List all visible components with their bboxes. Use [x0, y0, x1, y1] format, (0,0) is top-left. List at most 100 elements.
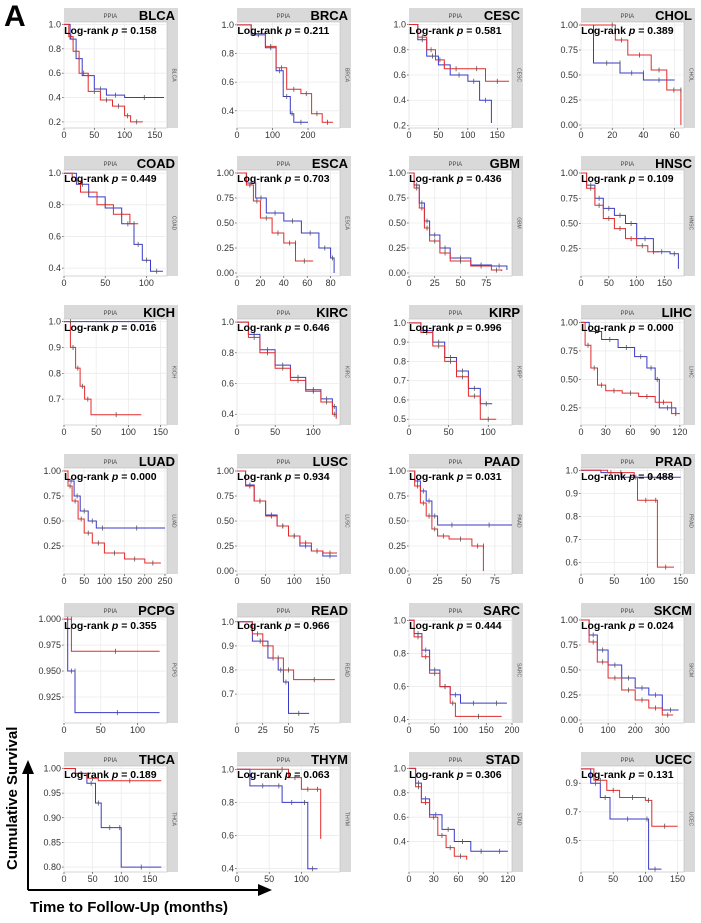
x-tick-label: 50: [433, 130, 443, 140]
facet-strip-top: [237, 156, 351, 170]
x-tick-label: 100: [114, 874, 129, 884]
y-tick-label: 0.25: [388, 541, 406, 551]
facet-strip-right: [340, 22, 351, 128]
cancer-title: UCEC: [655, 752, 692, 767]
y-tick-label: 0.6: [393, 70, 406, 80]
plot-area: [63, 765, 168, 873]
km-curve-low: [237, 621, 310, 714]
gene-label: PPIA: [621, 311, 635, 317]
x-tick-label: 0: [61, 725, 66, 735]
gene-label: PPIA: [449, 609, 463, 615]
x-tick-label: 100: [629, 278, 644, 288]
cancer-title: CESC: [484, 8, 521, 23]
km-curve-high: [237, 768, 322, 839]
x-tick-label: 200: [504, 725, 519, 735]
x-tick-label: 100: [601, 725, 616, 735]
y-axis-title: Cumulative Survival: [4, 726, 21, 870]
gene-label: PPIA: [449, 311, 463, 317]
facet-strip-right: [684, 468, 695, 574]
km-curve-high: [237, 321, 337, 419]
logrank-annotation: Log-rank p = 0.211: [237, 25, 329, 37]
km-curve-low: [581, 768, 662, 870]
km-curve-high: [409, 470, 484, 571]
x-tick-label: 0: [578, 130, 583, 140]
x-tick-label: 40: [638, 130, 648, 140]
facet-side-label: SKCM: [688, 663, 694, 677]
gene-label: PPIA: [449, 758, 463, 764]
facet-strip-right: [340, 617, 351, 723]
x-tick-label: 60: [670, 130, 680, 140]
y-tick-label: 0.8: [221, 49, 234, 59]
x-tick-label: 100: [265, 130, 280, 140]
x-tick-label: 150: [153, 427, 168, 437]
x-tick-label: 150: [142, 874, 157, 884]
facet-side-label: SARC: [516, 663, 522, 677]
y-tick-label: 1.00: [560, 20, 578, 30]
plot-area: [408, 318, 513, 426]
x-axis-arrowhead: [258, 884, 272, 896]
y-tick-label: 1.0: [221, 617, 234, 627]
cancer-title: THCA: [139, 752, 176, 767]
x-axis-title: Time to Follow-Up (months): [30, 899, 229, 916]
facet-strip-right: [340, 319, 351, 425]
y-tick-label: 0.25: [560, 244, 578, 254]
facet-strip-right: [167, 22, 178, 128]
x-tick-label: 0: [578, 427, 583, 437]
x-tick-label: 0: [234, 130, 239, 140]
x-tick-label: 0: [578, 874, 583, 884]
y-tick-label: 0.75: [560, 193, 578, 203]
facet-strip-right: [512, 319, 523, 425]
x-tick-label: 50: [609, 576, 619, 586]
y-tick-label: 0.6: [393, 395, 406, 405]
facet-side-label: READ: [344, 663, 350, 677]
facet-side-label: THYM: [344, 812, 350, 826]
x-tick-label: 0: [406, 130, 411, 140]
facet-side-label: PCPG: [171, 663, 177, 677]
logrank-annotation: Log-rank p = 0.306: [409, 769, 502, 781]
x-tick-label: 200: [628, 725, 643, 735]
facet-strip-top: [237, 8, 351, 22]
x-tick-label: 100: [117, 130, 132, 140]
x-tick-label: 0: [234, 725, 239, 735]
km-panel-read: PPIA READ READ 0.7 0.8 0.9 1.0 0 25 50 75 Log-rank …: [221, 603, 351, 735]
logrank-annotation: Log-rank p = 0.966: [237, 620, 330, 632]
km-panel-chol: PPIA CHOL CHOL 0.00 0.25 0.50 0.75 1.00 0 20 40 60 L…: [560, 8, 695, 140]
x-tick-label: 25: [433, 576, 443, 586]
km-panel-prad: PPIA PRAD PRAD 0.6 0.7 0.8 0.9 1.0 0 50 100 150 Log-…: [565, 454, 695, 586]
facet-strip-right: [684, 170, 695, 276]
gene-label: PPIA: [104, 311, 118, 317]
facet-strip-right: [167, 617, 178, 723]
x-tick-label: 0: [578, 576, 583, 586]
x-tick-label: 100: [139, 278, 154, 288]
gene-label: PPIA: [277, 311, 291, 317]
cancer-title: BLCA: [139, 8, 176, 23]
y-tick-label: 0.8: [221, 348, 234, 358]
x-tick-label: 0: [234, 427, 239, 437]
x-tick-label: 50: [96, 725, 106, 735]
facet-strip-top: [581, 603, 695, 617]
y-tick-label: 0.4: [221, 409, 234, 419]
x-tick-label: 100: [121, 427, 136, 437]
y-tick-label: 0.4: [393, 95, 406, 105]
km-panel-coad: PPIA COAD COAD 0.4 0.6 0.8 1.0 0 50 100 Log-rank p…: [48, 156, 178, 288]
x-tick-label: 0: [406, 874, 411, 884]
x-tick-label: 20: [255, 278, 265, 288]
facet-strip-top: [409, 454, 523, 468]
facet-strip-right: [167, 468, 178, 574]
km-curve-high: [581, 469, 674, 568]
y-tick-label: 0.8: [393, 648, 406, 658]
y-tick-label: 0.50: [560, 70, 578, 80]
x-tick-label: 150: [673, 576, 688, 586]
x-tick-label: 50: [455, 278, 465, 288]
x-tick-label: 0: [234, 278, 239, 288]
gene-label: PPIA: [621, 758, 635, 764]
x-tick-label: 150: [315, 576, 330, 586]
x-tick-label: 25: [430, 278, 440, 288]
y-tick-label: 0.4: [48, 263, 61, 273]
y-tick-label: 0.9: [565, 778, 578, 788]
logrank-annotation: Log-rank p = 0.934: [237, 471, 330, 483]
gene-label: PPIA: [104, 460, 118, 466]
y-tick-label: 0.7: [48, 394, 61, 404]
logrank-annotation: Log-rank p = 0.000: [64, 471, 157, 483]
plot-area: [63, 318, 168, 426]
